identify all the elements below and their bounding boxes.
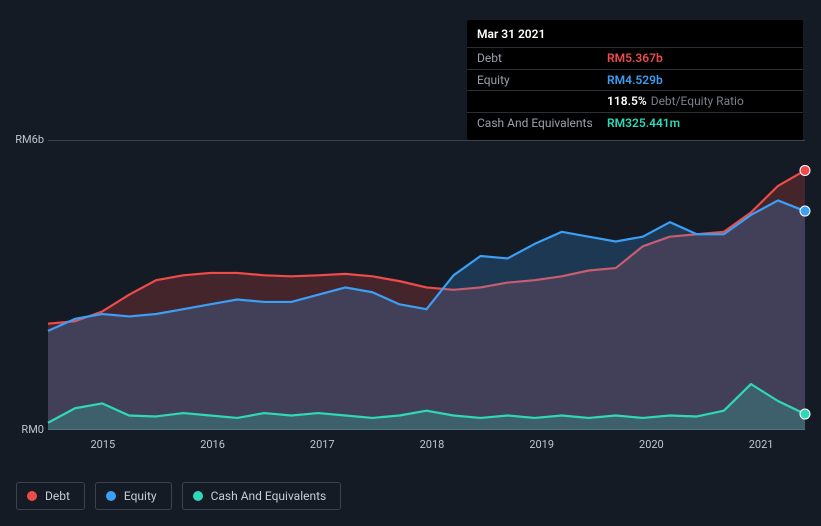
tooltip-value: RM325.441m [607, 115, 680, 132]
chart-plot [48, 140, 805, 430]
legend-label: Equity [124, 489, 157, 503]
tooltip-label: Debt [477, 50, 607, 67]
tooltip: Mar 31 2021 DebtRM5.367bEquityRM4.529b11… [467, 20, 803, 140]
legend-swatch [27, 491, 37, 501]
series-marker-cash [800, 409, 810, 419]
series-area-equity [48, 200, 805, 430]
tooltip-label: Cash And Equivalents [477, 115, 607, 132]
legend: Debt Equity Cash And Equivalents [16, 482, 341, 510]
legend-item-debt[interactable]: Debt [16, 482, 85, 510]
tooltip-row: EquityRM4.529b [467, 69, 803, 91]
legend-swatch [106, 491, 116, 501]
chart-svg [48, 140, 805, 430]
x-axis-label: 2018 [412, 438, 452, 451]
x-axis-label: 2021 [741, 438, 781, 451]
tooltip-row: DebtRM5.367b [467, 47, 803, 69]
x-axis-label: 2017 [302, 438, 342, 451]
y-axis-label: RM6b [4, 133, 44, 146]
x-axis-label: 2019 [522, 438, 562, 451]
y-axis-label: RM0 [4, 423, 44, 436]
x-axis-label: 2020 [631, 438, 671, 451]
series-marker-equity [800, 206, 810, 216]
tooltip-row: Cash And EquivalentsRM325.441m [467, 112, 803, 134]
legend-swatch [193, 491, 203, 501]
legend-label: Cash And Equivalents [211, 489, 327, 503]
tooltip-date: Mar 31 2021 [467, 26, 803, 47]
tooltip-value: RM4.529b [607, 72, 663, 89]
tooltip-label [477, 93, 607, 110]
tooltip-value: RM5.367b [607, 50, 663, 67]
x-axis-label: 2015 [83, 438, 123, 451]
legend-item-equity[interactable]: Equity [95, 482, 172, 510]
tooltip-label: Equity [477, 72, 607, 89]
x-axis-label: 2016 [193, 438, 233, 451]
tooltip-ratio: 118.5%Debt/Equity Ratio [607, 93, 744, 110]
legend-item-cash-and-equivalents[interactable]: Cash And Equivalents [182, 482, 342, 510]
series-marker-debt [800, 165, 810, 175]
tooltip-row: 118.5%Debt/Equity Ratio [467, 90, 803, 112]
legend-label: Debt [45, 489, 70, 503]
